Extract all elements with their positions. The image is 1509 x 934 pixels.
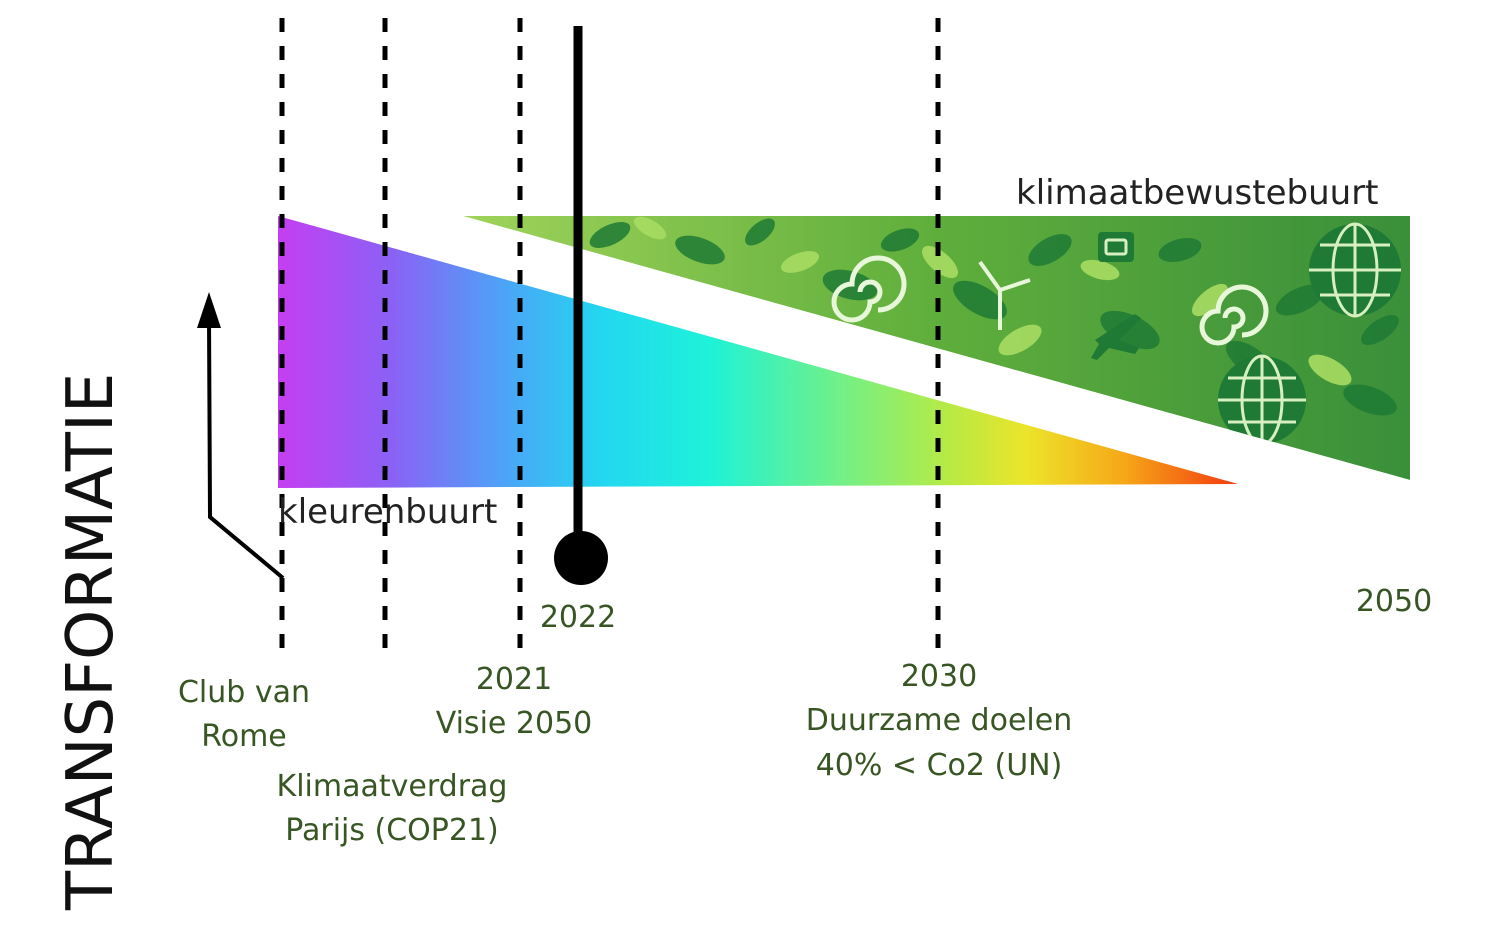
milestone-label-line1: Club van: [178, 675, 310, 710]
milestone-label-line2: Visie 2050: [436, 706, 593, 741]
milestone-year: 2030: [901, 659, 977, 694]
region-label-klimaatbewustebuurt: klimaatbewustebuurt: [1016, 173, 1379, 213]
milestone-duurzame-doelen: 2030 Duurzame doelen 40% < Co2 (UN): [806, 659, 1072, 783]
globe-icon: [1218, 356, 1306, 444]
milestone-visie-2050: 2021 Visie 2050: [436, 662, 593, 741]
milestone-label-line1: Klimaatverdrag: [277, 769, 508, 804]
milestone-klimaatverdrag: Klimaatverdrag Parijs (COP21): [277, 769, 508, 848]
current-year-marker-dot: [554, 531, 608, 585]
globe-icon: [1309, 224, 1401, 316]
milestone-label-line2: Parijs (COP21): [285, 813, 499, 848]
end-year-label: 2050: [1356, 584, 1432, 619]
milestone-label-line3: 40% < Co2 (UN): [816, 748, 1063, 783]
region-label-kleurenbuurt: kleurenbuurt: [278, 492, 497, 532]
axis-label: TRANSFORMATIE: [54, 373, 128, 911]
milestone-label-line2: Duurzame doelen: [806, 703, 1072, 738]
transformation-arrow: [197, 292, 283, 578]
milestone-label-line2: Rome: [201, 719, 287, 754]
milestone-year: 2021: [476, 662, 552, 697]
recycle-icon: [1098, 232, 1134, 262]
current-year-label: 2022: [540, 600, 616, 635]
milestone-club-van-rome: Club van Rome: [178, 675, 310, 754]
